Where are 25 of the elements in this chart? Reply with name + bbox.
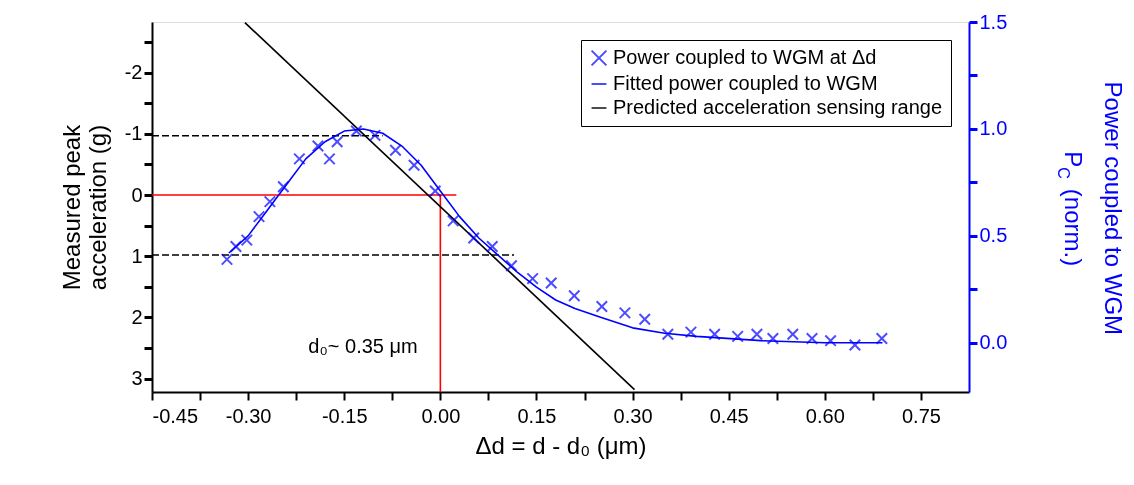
y2-tick-label: 1.5: [979, 10, 1008, 33]
x-tick-label: 0.30: [613, 404, 653, 427]
legend-label: Predicted acceleration sensing range: [613, 96, 943, 118]
y2-tick-label: 0.0: [979, 331, 1008, 354]
y-axis-title: Measured peak acceleration (g): [57, 123, 111, 291]
x-tick-label: 0.60: [805, 404, 845, 427]
y-tick-label: -1: [124, 122, 143, 145]
x-tick-label: 0.00: [421, 404, 461, 427]
y2-tick-label: 0.5: [979, 224, 1008, 247]
y-tick-label: 2: [131, 305, 143, 328]
x-tick-label: -0.45: [152, 404, 199, 427]
x-tick-label: -0.15: [321, 404, 368, 427]
y2-tick-label: 1.0: [979, 117, 1008, 140]
y-tick-label: -2: [124, 61, 143, 84]
legend-label: Power coupled to WGM at Δd: [613, 46, 877, 68]
y-tick-label: 1: [131, 244, 143, 267]
x-axis-title: Δd = d - d₀ (μm): [475, 431, 647, 459]
x-tick-label: -0.30: [225, 404, 272, 427]
y-tick-label: 3: [131, 367, 143, 390]
annotation: d₀~ 0.35 μm: [308, 335, 418, 357]
x-tick-label: 0.75: [901, 404, 941, 427]
legend-label: Fitted power coupled to WGM: [613, 72, 878, 94]
x-tick-label: 0.45: [709, 404, 749, 427]
y-tick-label: 0: [131, 183, 143, 206]
x-tick-label: 0.15: [517, 404, 557, 427]
